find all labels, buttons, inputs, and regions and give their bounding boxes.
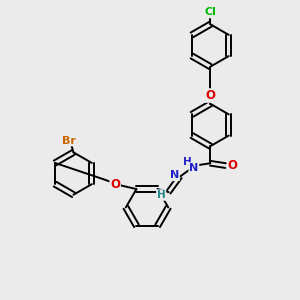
Text: N: N [170,170,179,180]
Text: Br: Br [62,136,76,146]
Text: O: O [110,178,120,190]
Text: O: O [227,159,237,172]
Text: Cl: Cl [204,8,216,17]
Text: N: N [189,163,199,173]
Text: H: H [183,157,191,167]
Text: O: O [206,89,215,102]
Text: H: H [157,190,166,200]
